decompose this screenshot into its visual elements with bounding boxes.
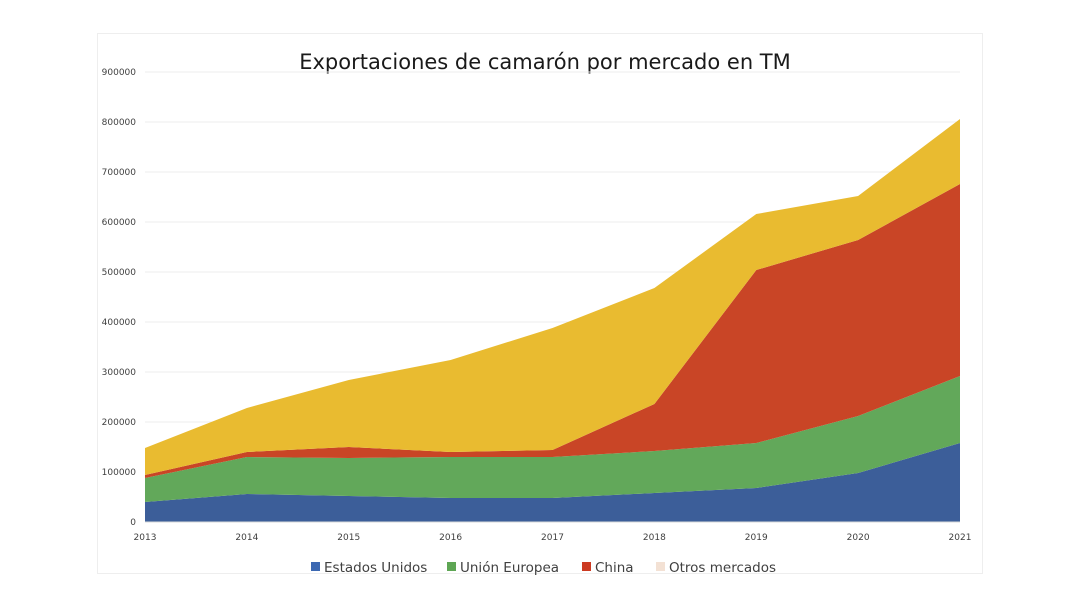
legend-item: Estados Unidos [311,560,427,576]
x-tick-label: 2013 [134,533,157,543]
chart-title: Exportaciones de camarón por mercado en … [299,50,791,74]
x-tick-label: 2021 [949,533,972,543]
x-tick-label: 2019 [745,533,768,543]
legend-swatch [311,562,320,571]
area-series [145,119,960,523]
legend-label: Unión Europea [460,560,559,576]
area-china [145,184,960,478]
legend: Estados Unidos Unión Europea China Otros me… [311,560,776,576]
x-tick-label: 2018 [643,533,666,543]
legend-item: Unión Europea [447,560,559,576]
x-axis: 2013 2014 2015 2016 2017 2018 2019 2020 2021 [134,533,972,543]
y-tick-label: 0 [130,518,136,528]
x-tick-label: 2016 [439,533,462,543]
y-tick-label: 300000 [102,368,137,378]
area-union-europea [145,376,960,502]
legend-swatch [582,562,591,571]
legend-label: Otros mercados [669,560,776,576]
y-tick-label: 700000 [102,168,137,178]
y-tick-label: 800000 [102,118,137,128]
legend-item: China [582,560,634,576]
area-otros-mercados [145,119,960,475]
y-tick-label: 400000 [102,318,137,328]
legend-item: Otros mercados [656,560,776,576]
area-estados-unidos [145,443,960,522]
x-tick-label: 2017 [541,533,564,543]
y-tick-label: 500000 [102,268,137,278]
x-tick-label: 2015 [337,533,360,543]
y-tick-label: 900000 [102,68,137,78]
y-tick-label: 100000 [102,468,137,478]
x-tick-label: 2014 [235,533,258,543]
legend-swatch [656,562,665,571]
legend-label: China [595,560,634,576]
x-tick-label: 2020 [847,533,870,543]
legend-label: Estados Unidos [324,560,427,576]
legend-swatch [447,562,456,571]
y-tick-label: 600000 [102,218,137,228]
y-tick-label: 200000 [102,418,137,428]
y-axis: 0 100000 200000 300000 400000 500000 600000 700… [102,68,137,528]
